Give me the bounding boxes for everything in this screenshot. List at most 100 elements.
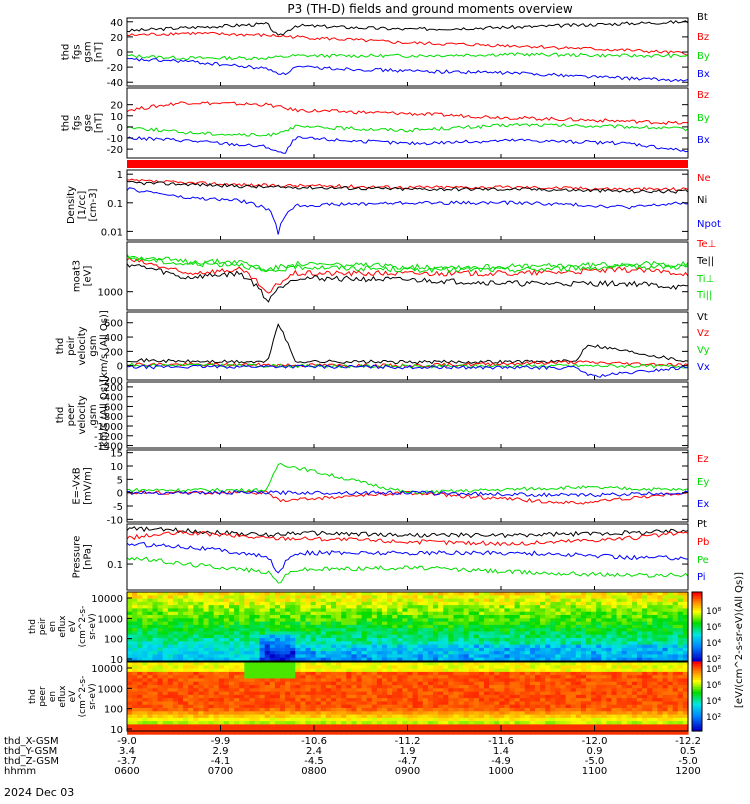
spectrogram-cell [581, 669, 587, 673]
spectrogram-cell [367, 605, 373, 609]
spectrogram-cell [351, 605, 357, 609]
spectrogram-cell [387, 672, 393, 676]
spectrogram-cell [663, 599, 669, 603]
series-line-Pt [127, 527, 688, 538]
spectrogram-cell [561, 682, 567, 686]
spectrogram-cell [147, 708, 153, 712]
spectrogram-cell [229, 731, 235, 735]
spectrogram-cell [224, 692, 230, 696]
spectrogram-cell [561, 715, 567, 719]
spectrogram-cell [566, 618, 572, 622]
spectrogram-cell [413, 672, 419, 676]
spectrogram-cell [346, 715, 352, 719]
spectrogram-cell [576, 669, 582, 673]
spectrogram-cell [153, 695, 159, 699]
spectrogram-cell [219, 682, 225, 686]
spectrogram-cell [142, 628, 148, 632]
spectrogram-cell [372, 678, 378, 682]
spectrogram-cell [377, 645, 383, 649]
spectrogram-cell [209, 599, 215, 603]
spectrogram-cell [606, 711, 612, 715]
spectrogram-cell [530, 662, 536, 666]
spectrogram-cell [229, 622, 235, 626]
spectrogram-cell [627, 641, 633, 645]
spectrogram-cell [209, 708, 215, 712]
spectrogram-cell [423, 641, 429, 645]
spectrogram-cell [668, 608, 674, 612]
spectrogram-cell [586, 648, 592, 652]
spectrogram-cell [678, 635, 684, 639]
spectrogram-cell [428, 628, 434, 632]
spectrogram-cell [586, 708, 592, 712]
spectrogram-cell [382, 665, 388, 669]
spectrogram-cell [214, 685, 220, 689]
spectrogram-cell [316, 648, 322, 652]
spectrogram-cell [331, 612, 337, 616]
spectrogram-cell [275, 688, 281, 692]
spectrogram-cell [255, 708, 261, 712]
y-tick-label: 0 [117, 48, 123, 59]
spectrogram-cell [581, 682, 587, 686]
spectrogram-cell [346, 701, 352, 705]
spectrogram-cell [540, 705, 546, 709]
spectrogram-cell [479, 625, 485, 629]
spectrogram-cell [224, 592, 230, 596]
spectrogram-cell [515, 731, 521, 735]
spectrogram-cell [586, 721, 592, 725]
spectrogram-cell [270, 682, 276, 686]
spectrogram-cell [158, 711, 164, 715]
spectrogram-cell [387, 701, 393, 705]
spectrogram-cell [168, 645, 174, 649]
spectrogram-cell [673, 635, 679, 639]
spectrogram-cell [525, 675, 531, 679]
spectrogram-cell [581, 711, 587, 715]
spectrogram-cell [382, 651, 388, 655]
spectrogram-cell [525, 618, 531, 622]
spectrogram-cell [571, 635, 577, 639]
spectrogram-cell [627, 602, 633, 606]
spectrogram-cell [678, 638, 684, 642]
spectrogram-cell [372, 592, 378, 596]
spectrogram-cell [663, 669, 669, 673]
spectrogram-cell [591, 711, 597, 715]
spectrogram-cell [198, 622, 204, 626]
spectrogram-cell [530, 705, 536, 709]
spectrogram-cell [362, 721, 368, 725]
spectrogram-cell [581, 688, 587, 692]
spectrogram-cell [428, 602, 434, 606]
spectrogram-cell [249, 662, 255, 666]
spectrogram-cell [188, 721, 194, 725]
spectrogram-cell [321, 662, 327, 666]
spectrogram-cell [504, 701, 510, 705]
spectrogram-cell [321, 622, 327, 626]
spectrogram-cell [453, 628, 459, 632]
spectrogram-cell [647, 638, 653, 642]
spectrogram-cell [413, 618, 419, 622]
spectrogram-cell [306, 692, 312, 696]
spectrogram-cell [367, 695, 373, 699]
spectrogram-cell [137, 602, 143, 606]
spectrogram-cell [132, 605, 138, 609]
legend-entry-Ne: Ne [697, 173, 711, 184]
spectrogram-cell [545, 715, 551, 719]
spectrogram-cell [265, 669, 271, 673]
spectrogram-cell [397, 705, 403, 709]
spectrogram-cell [280, 685, 286, 689]
spectrogram-cell [234, 708, 240, 712]
spectrogram-cell [428, 715, 434, 719]
spectrogram-cell [331, 692, 337, 696]
spectrogram-cell [632, 618, 638, 622]
spectrogram-cell [362, 685, 368, 689]
spectrogram-cell [637, 622, 643, 626]
spectrogram-cell [596, 648, 602, 652]
spectrogram-cell [158, 701, 164, 705]
spectrogram-cell [300, 711, 306, 715]
spectrogram-cell [545, 701, 551, 705]
spectrogram-cell [438, 692, 444, 696]
spectrogram-cell [448, 678, 454, 682]
spectrogram-cell [392, 715, 398, 719]
spectrogram-cell [617, 711, 623, 715]
spectrogram-cell [494, 685, 500, 689]
spectrogram-cell [515, 618, 521, 622]
spectrogram-cell [402, 708, 408, 712]
